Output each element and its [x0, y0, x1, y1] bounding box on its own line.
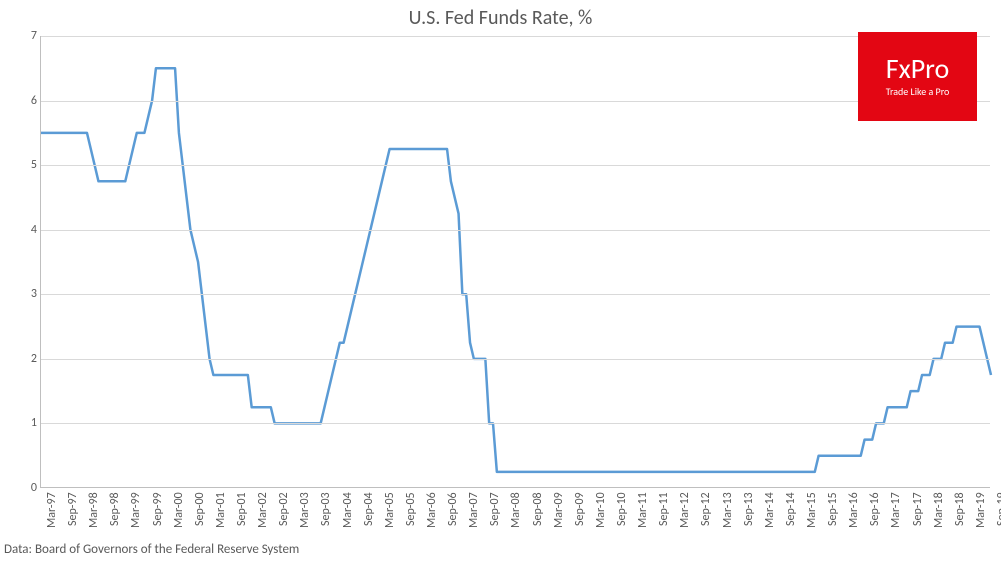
xtick-label: Mar-18: [932, 492, 946, 528]
ytick-label: 0: [7, 481, 37, 495]
xtick-label: Sep-98: [108, 492, 122, 526]
xtick-label: Sep-13: [742, 492, 756, 526]
fxpro-logo: FxPro Trade Like a Pro: [858, 32, 977, 121]
ytick-label: 7: [7, 29, 37, 43]
xtick-label: Sep-97: [66, 492, 80, 526]
line-chart-svg: [41, 36, 991, 488]
chart-title: U.S. Fed Funds Rate, %: [0, 6, 1001, 30]
xtick-label: Mar-07: [467, 492, 481, 528]
xtick-label: Sep-00: [193, 492, 207, 526]
xtick-label: Mar-98: [87, 492, 101, 528]
xtick-label: Mar-11: [636, 492, 650, 528]
data-source-note: Data: Board of Governors of the Federal …: [4, 542, 299, 557]
xtick-label: Sep-04: [362, 492, 376, 526]
xtick-label: Sep-02: [277, 492, 291, 526]
xtick-label: Mar-15: [805, 492, 819, 528]
chart-container: U.S. Fed Funds Rate, % FxPro Trade Like …: [0, 0, 1001, 561]
xtick-label: Mar-97: [45, 492, 59, 528]
xtick-label: Sep-15: [826, 492, 840, 526]
xtick-label: Mar-04: [341, 492, 355, 528]
xtick-label: Sep-16: [868, 492, 882, 526]
xtick-label: Sep-05: [404, 492, 418, 526]
xtick-label: Mar-19: [974, 492, 988, 528]
ytick-label: 1: [7, 416, 37, 430]
ytick-label: 2: [7, 352, 37, 366]
xtick-label: Mar-17: [889, 492, 903, 528]
logo-sub-text: Trade Like a Pro: [886, 85, 950, 98]
xtick-label: Mar-06: [425, 492, 439, 528]
ytick-label: 5: [7, 158, 37, 172]
xtick-label: Mar-09: [552, 492, 566, 528]
ytick-label: 6: [7, 94, 37, 108]
xtick-label: Sep-08: [531, 492, 545, 526]
xtick-label: Mar-02: [256, 492, 270, 528]
xtick-label: Sep-18: [953, 492, 967, 526]
xtick-label: Sep-99: [151, 492, 165, 526]
xtick-label: Sep-14: [784, 492, 798, 526]
xtick-label: Sep-12: [699, 492, 713, 526]
ytick-label: 3: [7, 287, 37, 301]
xtick-label: Mar-10: [594, 492, 608, 528]
fed-funds-line: [41, 68, 991, 472]
xtick-label: Sep-19: [995, 492, 1001, 526]
gridline: [41, 359, 990, 360]
gridline: [41, 423, 990, 424]
xtick-label: Mar-12: [678, 492, 692, 528]
gridline: [41, 294, 990, 295]
xtick-label: Sep-06: [446, 492, 460, 526]
xtick-label: Mar-16: [847, 492, 861, 528]
ytick-label: 4: [7, 223, 37, 237]
xtick-label: Sep-07: [488, 492, 502, 526]
xtick-label: Sep-17: [911, 492, 925, 526]
gridline: [41, 101, 990, 102]
xtick-label: Mar-99: [129, 492, 143, 528]
gridline: [41, 230, 990, 231]
xtick-label: Mar-01: [214, 492, 228, 528]
xtick-label: Sep-01: [235, 492, 249, 526]
gridline: [41, 36, 990, 37]
xtick-label: Mar-13: [721, 492, 735, 528]
gridline: [41, 165, 990, 166]
xtick-label: Mar-00: [172, 492, 186, 528]
xtick-label: Sep-10: [615, 492, 629, 526]
xtick-label: Sep-09: [573, 492, 587, 526]
logo-main-text: FxPro: [886, 55, 950, 83]
xtick-label: Mar-03: [298, 492, 312, 528]
xtick-label: Sep-11: [657, 492, 671, 526]
xtick-label: Sep-03: [319, 492, 333, 526]
xtick-label: Mar-05: [383, 492, 397, 528]
xtick-label: Mar-08: [509, 492, 523, 528]
plot-area: [40, 36, 990, 488]
xtick-label: Mar-14: [763, 492, 777, 528]
